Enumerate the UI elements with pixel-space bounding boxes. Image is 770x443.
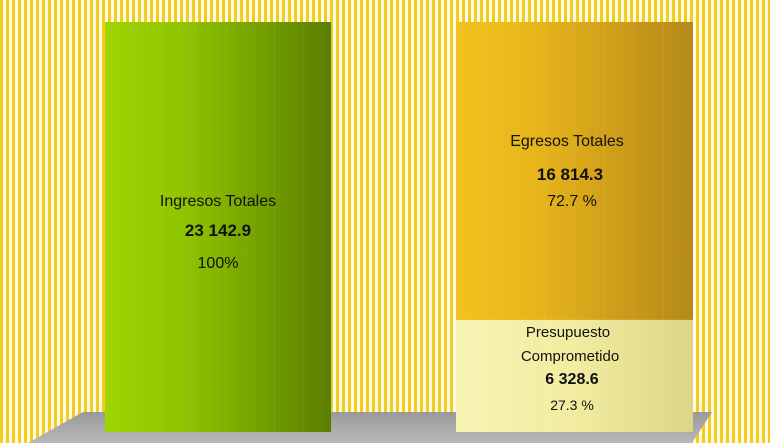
label-egresos-name: Egresos Totales — [510, 133, 624, 150]
label-ingresos-name: Ingresos Totales — [160, 193, 276, 210]
label-comprometido-name-line2: Comprometido — [521, 348, 619, 365]
bar-presupuesto-comprometido — [456, 319, 693, 432]
bar-egresos-totales — [456, 22, 693, 320]
label-egresos: Egresos Totales 16 814.3 72.7 % — [510, 133, 624, 210]
bar-ingresos-totales — [105, 22, 331, 432]
label-egresos-value: 16 814.3 — [537, 165, 603, 184]
label-ingresos-pct: 100% — [198, 255, 239, 272]
label-comprometido-name-line1: Presupuesto — [526, 324, 610, 341]
label-comprometido-pct: 27.3 % — [550, 397, 594, 413]
label-ingresos-value: 23 142.9 — [185, 221, 251, 240]
label-comprometido-value: 6 328.6 — [545, 371, 598, 388]
label-comprometido: Presupuesto Comprometido 6 328.6 27.3 % — [521, 324, 619, 413]
label-egresos-pct: 72.7 % — [547, 193, 597, 210]
label-ingresos: Ingresos Totales 23 142.9 100% — [160, 193, 276, 272]
bars-group — [105, 22, 693, 432]
